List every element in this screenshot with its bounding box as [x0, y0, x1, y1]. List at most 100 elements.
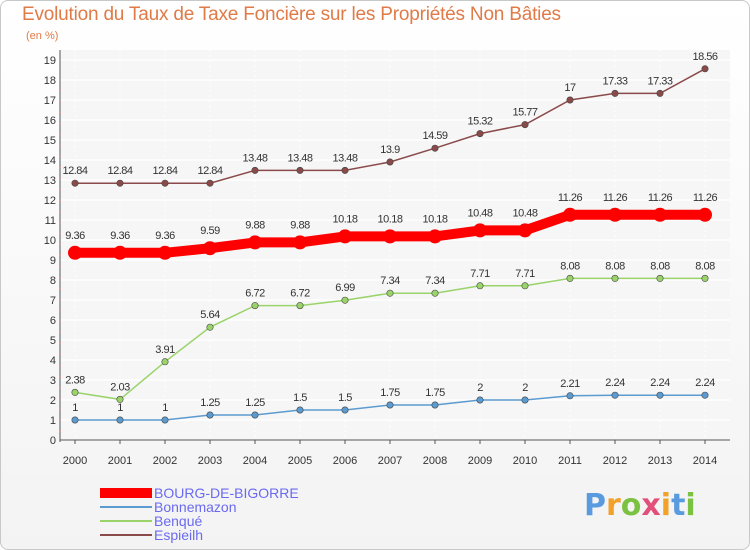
- legend-swatch: [100, 534, 152, 536]
- data-label: 1: [162, 402, 168, 414]
- data-label: 17.33: [647, 75, 672, 87]
- data-label: 11.26: [603, 192, 628, 204]
- data-label: 3.91: [155, 344, 175, 356]
- data-point: [656, 89, 664, 97]
- legend-label: BOURG-DE-BIGORRE: [154, 485, 299, 501]
- data-point: [611, 274, 619, 282]
- data-label: 7.71: [470, 268, 490, 280]
- data-label: 11.26: [693, 192, 718, 204]
- legend-swatch: [100, 520, 152, 522]
- data-label: 2.24: [695, 377, 715, 389]
- data-label: 8.08: [650, 260, 670, 272]
- data-point: [341, 296, 349, 304]
- data-label: 13.9: [380, 144, 400, 156]
- data-label: 11.26: [648, 192, 673, 204]
- data-point: [71, 179, 79, 187]
- data-label: 1.25: [200, 397, 220, 409]
- data-point: [521, 396, 529, 404]
- data-label: 12.84: [107, 165, 132, 177]
- series-bonnemazon: 1 1 1 1.25 1.25 1.5 1.5 1.75 1.75 2 2 2.21 2.24 2.24 2…: [71, 377, 716, 424]
- data-label: 2.24: [605, 377, 625, 389]
- data-label: 9.59: [200, 225, 220, 237]
- logo-letter: r: [606, 488, 621, 523]
- x-tick-label: 2012: [603, 455, 627, 467]
- data-label: 1: [72, 402, 78, 414]
- data-label: 13.48: [332, 152, 357, 164]
- data-point: [71, 388, 79, 396]
- data-point: [206, 179, 214, 187]
- y-tick-label: 15: [44, 135, 56, 147]
- x-tick-label: 2004: [243, 455, 267, 467]
- data-label: 9.36: [110, 230, 130, 242]
- x-tick-label: 2003: [198, 455, 222, 467]
- data-point: [698, 207, 712, 222]
- data-point: [71, 416, 79, 424]
- x-tick-label: 2001: [108, 455, 132, 467]
- legend-swatch: [100, 506, 152, 508]
- data-label: 10.18: [377, 213, 402, 225]
- data-point: [116, 395, 124, 403]
- y-tick-label: 19: [44, 55, 56, 67]
- data-label: 12.84: [197, 165, 222, 177]
- series-espieilh: 12.84 12.84 12.84 12.84 13.48 13.48 13.48 13.9 1…: [62, 51, 718, 187]
- legend-item: Bonnemazon: [100, 500, 400, 514]
- data-point: [431, 144, 439, 152]
- data-point: [68, 245, 82, 260]
- data-point: [206, 411, 214, 419]
- data-label: 1.25: [245, 397, 265, 409]
- data-point: [341, 166, 349, 174]
- data-point: [566, 96, 574, 104]
- y-tick-label: 11: [45, 215, 56, 227]
- data-point: [656, 274, 664, 282]
- data-point: [161, 358, 169, 366]
- data-point: [296, 302, 304, 310]
- data-label: 2.03: [110, 381, 130, 393]
- data-point: [431, 401, 439, 409]
- data-label: 2.24: [650, 377, 670, 389]
- data-label: 10.18: [332, 213, 357, 225]
- data-label: 2: [477, 382, 483, 394]
- data-point: [203, 241, 217, 256]
- data-point: [338, 229, 352, 244]
- x-tick-label: 2014: [693, 455, 717, 467]
- y-tick-label: 14: [44, 155, 56, 167]
- data-point: [248, 235, 262, 250]
- data-point: [701, 274, 709, 282]
- data-label: 9.36: [155, 230, 175, 242]
- data-label: 8.08: [605, 260, 625, 272]
- data-label: 15.77: [512, 107, 537, 119]
- data-label: 7.34: [425, 275, 445, 287]
- data-point: [608, 207, 622, 222]
- data-point: [251, 166, 259, 174]
- proxiti-logo: Proxiti: [584, 488, 696, 523]
- data-point: [341, 406, 349, 414]
- data-label: 2.38: [65, 374, 85, 386]
- logo-letter: o: [620, 488, 642, 523]
- data-point: [386, 401, 394, 409]
- data-point: [476, 130, 484, 138]
- data-label: 12.84: [62, 165, 87, 177]
- y-axis-unit-label: (en %): [26, 30, 59, 42]
- data-label: 9.88: [245, 219, 265, 231]
- data-label: 18.56: [692, 51, 717, 63]
- x-tick-label: 2006: [333, 455, 357, 467]
- data-label: 5.64: [200, 309, 220, 321]
- y-tick-label: 10: [44, 235, 56, 247]
- plot-area: [60, 50, 730, 440]
- data-point: [428, 229, 442, 244]
- data-point: [473, 223, 487, 238]
- data-label: 1: [117, 402, 123, 414]
- data-label: 10.48: [467, 207, 492, 219]
- logo-letter: i: [685, 488, 696, 523]
- data-point: [653, 207, 667, 222]
- data-label: 1.75: [425, 387, 445, 399]
- y-tick-label: 16: [44, 115, 56, 127]
- data-label: 6.99: [335, 282, 355, 294]
- data-point: [296, 406, 304, 414]
- data-point: [701, 391, 709, 399]
- data-label: 8.08: [560, 260, 580, 272]
- x-tick-label: 2009: [468, 455, 492, 467]
- data-point: [476, 396, 484, 404]
- chart-title: Evolution du Taux de Taxe Foncière sur l…: [22, 4, 561, 25]
